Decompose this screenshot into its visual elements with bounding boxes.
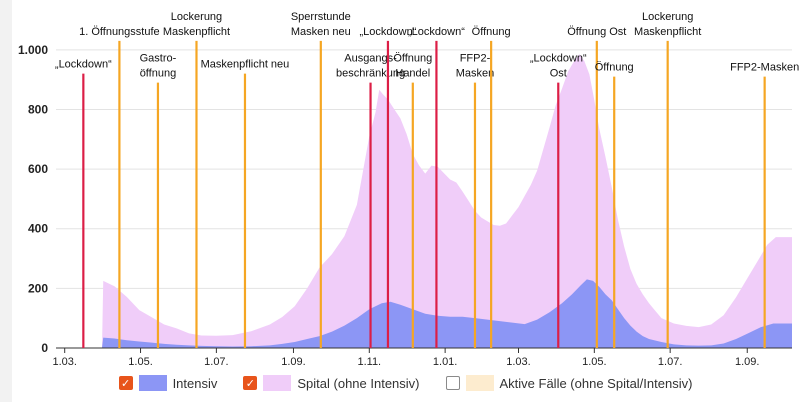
event-label: Sperrstunde [291, 11, 351, 23]
hospitalization-chart: 0 200 400 600 800 1.000 1.03. 1.05. 1.07. 1.09. 1.… [18, 11, 799, 368]
y-tick-label: 800 [28, 102, 48, 116]
event-label: Maskenpflicht [634, 26, 701, 38]
x-tick-label: 1.05. [582, 356, 606, 368]
event-label: öffnung [140, 68, 177, 80]
y-tick-label: 0 [41, 341, 48, 355]
event-label: FFP2-Masken [730, 62, 799, 74]
x-tick-label: 1.09. [281, 356, 305, 368]
y-tick-label: 1.000 [18, 43, 48, 57]
legend-item-intensiv[interactable]: ✓ Intensiv [118, 375, 218, 391]
legend-swatch [465, 375, 494, 391]
x-tick-label: 1.03. [52, 356, 76, 368]
event-label: „Lockdown“ [360, 26, 417, 38]
series-area-intensiv [102, 279, 792, 348]
left-margin-strip [0, 0, 12, 402]
chart-legend: ✓ Intensiv ✓ Spital (ohne Intensiv) Akti… [0, 372, 811, 394]
x-tick-label: 1.09. [735, 356, 759, 368]
x-tick-label: 1.03. [506, 356, 530, 368]
x-tick-label: 1.11. [357, 356, 381, 368]
legend-label: Intensiv [172, 375, 218, 391]
event-label: Öffnung [472, 26, 511, 38]
x-tick-label: 1.07. [658, 356, 682, 368]
legend-item-spital[interactable]: ✓ Spital (ohne Intensiv) [243, 375, 420, 391]
event-label: Masken neu [291, 26, 351, 38]
legend-swatch [138, 375, 167, 391]
event-label: Öffnung [595, 62, 634, 74]
event-label: Gastro- [140, 53, 177, 65]
y-tick-label: 200 [28, 281, 48, 295]
event-label: „Lockdown“ [55, 59, 112, 71]
checkbox-icon[interactable]: ✓ [118, 376, 133, 390]
checkbox-icon[interactable] [445, 376, 460, 390]
event-label: Ausgangs- [344, 53, 397, 65]
x-tick-label: 1.05. [128, 356, 152, 368]
x-tick-label: 1.01. [433, 356, 457, 368]
event-label: „Lockdown“ [530, 53, 587, 65]
event-label: Öffnung [393, 53, 432, 65]
event-label: Masken [456, 68, 495, 80]
event-label: FFP2- [460, 53, 491, 65]
event-label: Lockerung [642, 11, 693, 23]
event-label: „Lockdown“ [408, 26, 465, 38]
x-tick-label: 1.07. [204, 356, 228, 368]
event-label: 1. Öffnungsstufe [79, 26, 160, 38]
legend-item-aktive-faelle[interactable]: Aktive Fälle (ohne Spital/Intensiv) [445, 375, 693, 391]
checkbox-icon[interactable]: ✓ [243, 376, 258, 390]
y-tick-label: 600 [28, 162, 48, 176]
event-label: Maskenpflicht [163, 26, 230, 38]
series-area-spital [102, 54, 792, 349]
legend-swatch [263, 375, 292, 391]
event-label: Handel [395, 68, 430, 80]
event-label: Lockerung [171, 11, 222, 23]
event-label: Maskenpflicht neu [201, 59, 290, 71]
legend-label: Spital (ohne Intensiv) [297, 375, 420, 391]
legend-label: Aktive Fälle (ohne Spital/Intensiv) [499, 375, 693, 391]
y-tick-label: 400 [28, 222, 48, 236]
event-label: Öffnung Ost [567, 26, 626, 38]
event-label: Ost [550, 68, 567, 80]
